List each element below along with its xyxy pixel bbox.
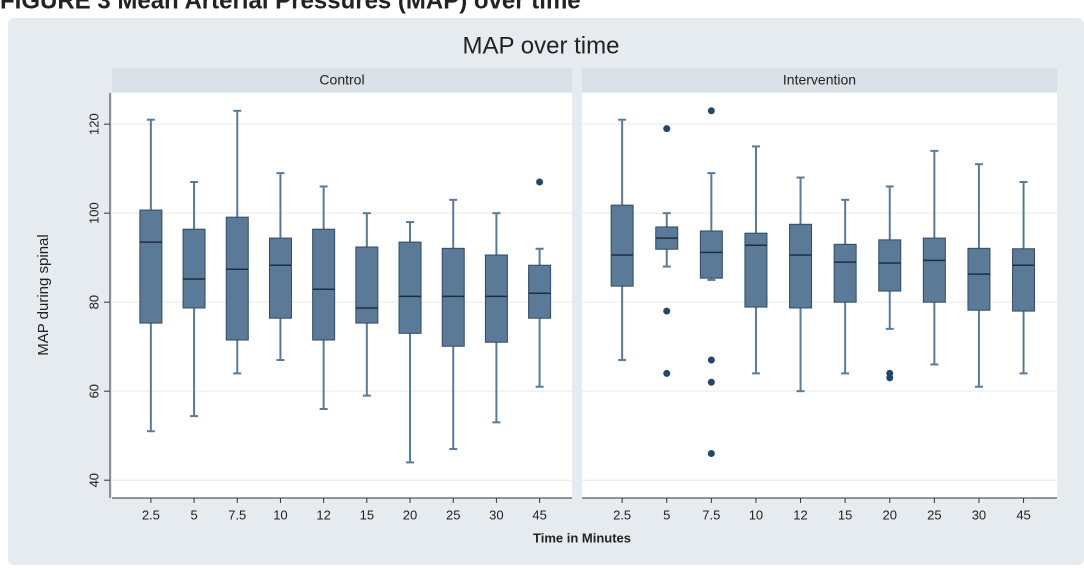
x-tick-label: 20 — [883, 507, 897, 522]
y-tick-label: 80 — [86, 295, 101, 309]
x-tick-label: 5 — [663, 507, 670, 522]
panel-title: Intervention — [783, 72, 856, 88]
outlier — [663, 125, 671, 133]
x-tick-label: 25 — [446, 507, 460, 522]
x-tick-label: 45 — [532, 507, 546, 522]
x-tick-label: 15 — [360, 507, 374, 522]
x-tick-label: 10 — [749, 507, 763, 522]
box — [878, 239, 902, 292]
strip — [112, 68, 572, 92]
box — [312, 228, 336, 341]
panel-title: Control — [319, 72, 364, 88]
outlier — [663, 307, 671, 315]
x-tick-label: 20 — [403, 507, 417, 522]
outlier — [707, 449, 715, 457]
outlier — [536, 178, 544, 186]
x-tick-label: 12 — [793, 507, 807, 522]
box — [744, 232, 768, 308]
y-tick-label: 60 — [86, 384, 101, 398]
x-tick-label: 25 — [927, 507, 941, 522]
box — [441, 247, 465, 347]
y-tick-label: 100 — [86, 202, 101, 224]
x-tick-label: 7.5 — [228, 507, 246, 522]
outlier — [707, 378, 715, 386]
box — [833, 243, 857, 303]
box — [967, 247, 991, 311]
figure-heading: FIGURE 3 Mean Arterial Pressures (MAP) o… — [0, 0, 581, 14]
box — [789, 223, 813, 309]
box — [355, 246, 379, 324]
box — [610, 204, 634, 287]
y-axis-label: MAP during spinal — [35, 234, 52, 355]
box — [1012, 248, 1036, 312]
x-tick-label: 7.5 — [702, 507, 720, 522]
box — [528, 264, 552, 319]
outlier — [707, 107, 715, 115]
strip — [582, 68, 1057, 92]
box — [922, 237, 946, 303]
x-tick-label: 45 — [1016, 507, 1030, 522]
box — [139, 209, 163, 324]
x-tick-label: 2.5 — [613, 507, 631, 522]
y-tick-label: 40 — [86, 473, 101, 487]
outlier — [707, 356, 715, 364]
x-tick-label: 10 — [273, 507, 287, 522]
x-tick-label: 30 — [972, 507, 986, 522]
box — [699, 230, 723, 279]
box — [268, 237, 292, 319]
y-tick-label: 120 — [86, 113, 101, 135]
box — [398, 241, 422, 334]
x-tick-label: 12 — [316, 507, 330, 522]
outlier — [886, 374, 894, 382]
x-axis-label: Time in Minutes — [533, 530, 631, 545]
box — [484, 254, 508, 343]
x-tick-label: 2.5 — [142, 507, 160, 522]
box — [182, 228, 206, 309]
box — [225, 216, 249, 341]
outlier — [663, 369, 671, 377]
x-tick-label: 30 — [489, 507, 503, 522]
chart-title: MAP over time — [463, 32, 620, 59]
x-tick-label: 15 — [838, 507, 852, 522]
x-tick-label: 5 — [190, 507, 197, 522]
